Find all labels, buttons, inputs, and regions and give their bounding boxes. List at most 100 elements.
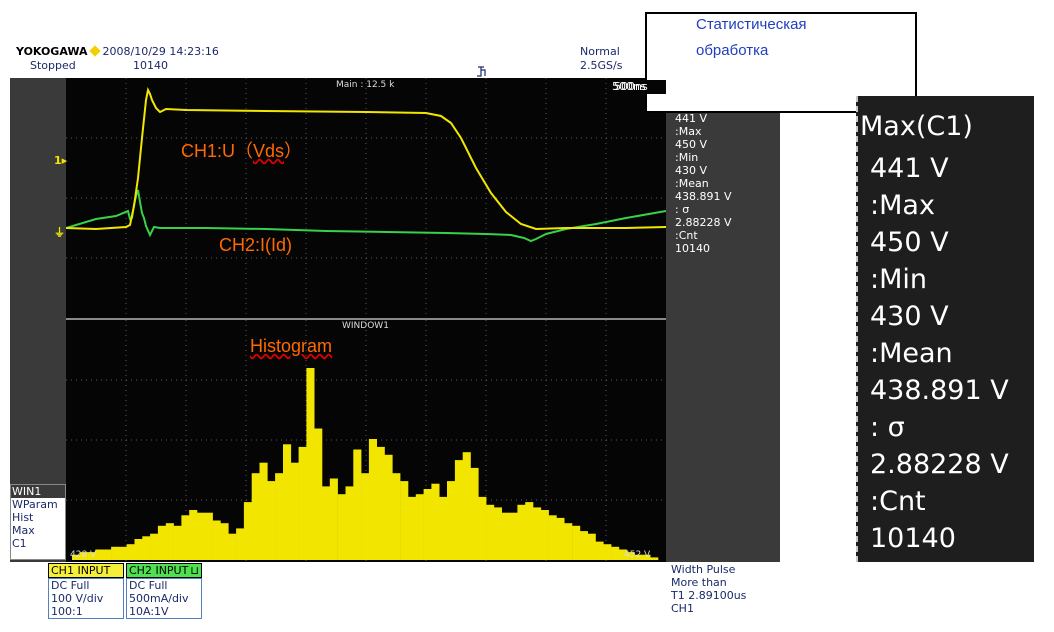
ch2-info-line: 10A:1V bbox=[129, 605, 169, 618]
histogram-bar bbox=[509, 512, 518, 560]
histogram-bar bbox=[626, 552, 635, 560]
histogram-bar bbox=[181, 515, 190, 560]
histogram-bar bbox=[197, 512, 206, 560]
timebase-label: 500ns bbox=[612, 80, 646, 93]
histogram-bar bbox=[368, 439, 377, 560]
zoom-measurement-item: 441 V bbox=[870, 153, 949, 184]
histogram-bar bbox=[431, 483, 440, 560]
histogram-bar bbox=[118, 546, 127, 560]
stat-caption-line1: Статистическая bbox=[696, 16, 807, 33]
zoom-measurement-item: :Mean bbox=[870, 338, 953, 369]
histogram-bar bbox=[72, 554, 81, 560]
histogram-bar bbox=[517, 504, 526, 560]
zoom-measurement-list: 441 V:Max 450 V:Min 430 V:Mean 438.891 V: σ… bbox=[870, 150, 1009, 557]
scope-screen[interactable]: Main : 12.5 k 500ns WINDOW1 428 V 452 V bbox=[66, 78, 666, 562]
histogram-bar bbox=[650, 557, 659, 560]
histogram-bar bbox=[408, 496, 417, 560]
main-label: Main : 12.5 k bbox=[336, 80, 395, 90]
hist-right-label: 452 V bbox=[624, 550, 651, 560]
trigger-info: Width Pulse More than T1 2.89100us CH1 bbox=[671, 563, 746, 615]
header-brand-row: YOKOGAWA 2008/10/29 14:23:16 bbox=[16, 45, 219, 58]
zoom-measurement-item: 450 V bbox=[870, 227, 949, 258]
histogram-bar bbox=[134, 539, 143, 560]
win1-panel[interactable]: WIN1 WParam Hist Max C1 bbox=[10, 484, 66, 560]
win1-line: C1 bbox=[12, 537, 27, 550]
zoomed-measurement-panel: Max(C1) 441 V:Max 450 V:Min 430 V:Mean 438.… bbox=[856, 96, 1034, 562]
histogram-bar bbox=[447, 481, 456, 560]
zoom-measurement-item: 438.891 V bbox=[870, 375, 1009, 406]
histogram-bar bbox=[642, 554, 651, 560]
histogram-bar bbox=[345, 486, 354, 560]
win1-line: Max bbox=[12, 524, 35, 537]
measurement-item: 10140 bbox=[675, 242, 710, 255]
histogram-bar bbox=[439, 496, 448, 560]
coupling-icon: ⊔ bbox=[190, 564, 199, 577]
ch1-waveform bbox=[66, 86, 666, 231]
histogram-bar bbox=[423, 489, 432, 560]
histogram-bar bbox=[251, 473, 260, 560]
histogram-bar bbox=[142, 536, 151, 560]
histogram-bar bbox=[533, 507, 542, 560]
zoom-measurement-item: :Min bbox=[870, 264, 928, 295]
ch1-input-title: CH1 INPUT bbox=[48, 563, 124, 578]
histogram-bar bbox=[361, 473, 370, 560]
histogram-bar bbox=[243, 502, 252, 560]
histogram-bar bbox=[564, 523, 573, 560]
ch1-info-line: 100:1 bbox=[51, 605, 83, 618]
histogram-bar bbox=[236, 528, 245, 560]
histogram-bar bbox=[556, 517, 565, 560]
ground-marker-icon[interactable]: ⏚ bbox=[54, 226, 65, 239]
histogram-bar bbox=[392, 473, 401, 560]
histogram-bar bbox=[478, 496, 487, 560]
histogram-bar bbox=[353, 449, 362, 560]
histogram-bar bbox=[126, 544, 135, 560]
ch2-annotation: CH2:I(Id) bbox=[219, 235, 293, 255]
ch2-input-panel[interactable]: CH2 INPUT ⊔ DC Full 500mA/div 10A:1V bbox=[126, 563, 202, 619]
stat-caption-box: Статистическая обработка bbox=[645, 12, 917, 113]
histogram-bar bbox=[111, 546, 120, 560]
histogram-bar bbox=[204, 512, 213, 560]
histogram-bar bbox=[579, 531, 588, 560]
measurement-item: 441 V bbox=[675, 112, 708, 125]
histogram-bar bbox=[306, 368, 315, 560]
ch1-marker-icon[interactable]: 1▸ bbox=[54, 154, 68, 167]
histogram-bar bbox=[165, 523, 174, 560]
histogram-bar bbox=[501, 512, 510, 560]
window-label: WINDOW1 bbox=[342, 321, 389, 331]
measurement-item: :Mean bbox=[675, 177, 709, 190]
measurement-item: 430 V bbox=[675, 164, 708, 177]
trigger-mode: Normal bbox=[580, 45, 620, 58]
zoom-measurement-item: :Cnt bbox=[870, 486, 926, 517]
histogram-bar bbox=[634, 554, 643, 560]
stat-caption-line2: обработка bbox=[696, 42, 769, 59]
trigger-info-line: Width Pulse bbox=[671, 563, 736, 576]
histogram-bar bbox=[611, 546, 620, 560]
histogram-bar bbox=[587, 533, 596, 560]
histogram-bar bbox=[150, 533, 159, 560]
measurement-item: 438.891 V bbox=[675, 190, 732, 203]
left-sidebar bbox=[10, 78, 66, 562]
histogram-bar bbox=[212, 520, 221, 560]
histogram-bar bbox=[95, 549, 104, 560]
histogram-bar bbox=[400, 481, 409, 560]
ch1-info-line: 100 V/div bbox=[51, 592, 104, 605]
zoom-measurement-item: : σ bbox=[870, 412, 905, 443]
histogram-bar bbox=[267, 481, 276, 560]
zoom-title: Max(C1) bbox=[860, 111, 973, 142]
measurement-item: 450 V bbox=[675, 138, 708, 151]
ch2-info-line: DC Full bbox=[129, 579, 168, 592]
histogram-bar bbox=[290, 462, 299, 560]
histogram-bar bbox=[540, 510, 549, 560]
ch1-input-panel[interactable]: CH1 INPUT DC Full 100 V/div 100:1 bbox=[48, 563, 124, 619]
trigger-info-line: T1 2.89100us bbox=[671, 589, 747, 602]
histogram-bar bbox=[259, 462, 268, 560]
histogram-bar bbox=[415, 494, 424, 560]
histogram-bar bbox=[548, 515, 557, 560]
histogram-bar bbox=[454, 460, 463, 560]
vds-label: Vds bbox=[253, 141, 285, 161]
histogram-bar bbox=[79, 552, 88, 560]
brand-logo: YOKOGAWA bbox=[16, 45, 88, 58]
histogram-bar bbox=[275, 473, 284, 560]
zoom-measurement-item: 430 V bbox=[870, 301, 949, 332]
histogram-bar bbox=[283, 444, 292, 560]
